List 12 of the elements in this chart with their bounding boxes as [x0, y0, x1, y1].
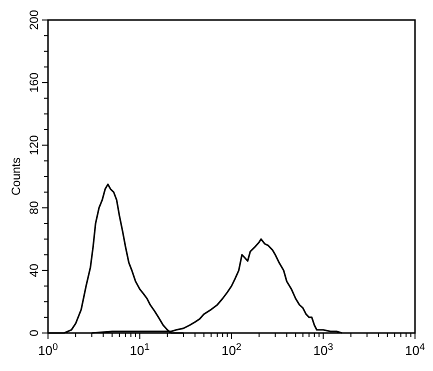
y-tick-label: 0: [27, 329, 41, 336]
x-tick-label: 10$^{4}$: [405, 342, 426, 358]
y-tick-label: 80: [27, 200, 41, 214]
y-axis-title: Counts: [9, 157, 23, 196]
y-tick-label: 120: [27, 134, 41, 156]
x-tick-label: 10$^{0}$: [38, 342, 59, 358]
y-tick-label: 200: [27, 10, 41, 30]
x-tick-label: 10$^{1}$: [130, 342, 150, 358]
y-tick-label: 160: [27, 72, 41, 93]
x-tick-label: 10$^{3}$: [313, 342, 334, 358]
x-tick-label: 10$^{2}$: [222, 342, 242, 358]
y-tick-label: 40: [27, 263, 41, 278]
